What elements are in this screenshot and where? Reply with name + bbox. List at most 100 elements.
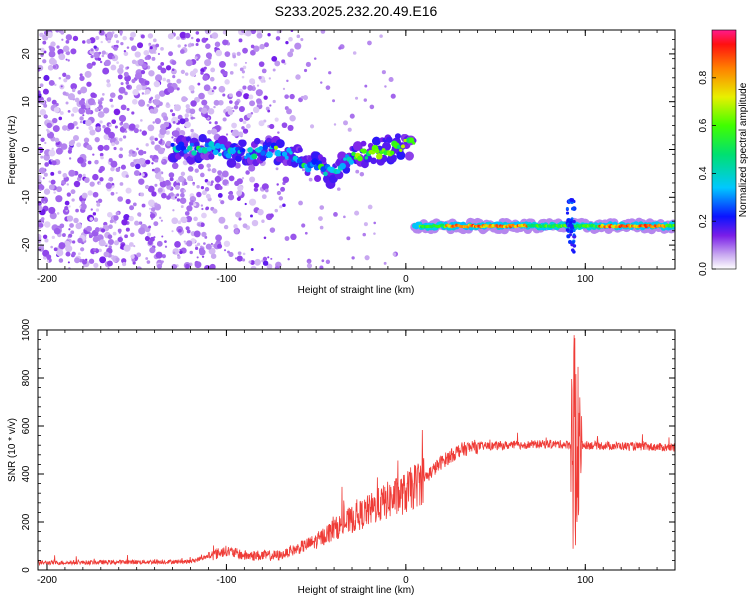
noise-point [151,168,155,172]
noise-point [274,117,279,122]
noise-point [76,142,82,148]
noise-point [190,128,194,133]
noise-point [176,193,180,197]
noise-point [355,96,359,100]
noise-point [265,106,270,111]
noise-point [94,107,99,113]
noise-point [126,66,130,69]
main-trace-point [339,162,346,170]
noise-point [111,45,115,49]
main-trace-point [386,136,393,144]
noise-point [91,61,96,66]
noise-point [239,117,244,123]
noise-point [228,108,231,112]
noise-point [289,93,295,100]
noise-point [76,126,79,130]
noise-point [277,131,280,134]
noise-point [195,31,200,35]
noise-point [96,126,100,130]
noise-point [131,111,135,115]
noise-point [180,205,184,209]
noise-point [61,38,64,41]
noise-point [145,143,149,147]
noise-point [189,114,193,117]
noise-point [136,42,144,49]
noise-point [58,53,66,61]
noise-point [64,205,69,211]
noise-point [123,51,129,57]
noise-point [363,222,368,227]
noise-point [237,185,244,192]
noise-point [89,129,96,136]
noise-point [118,231,121,234]
noise-point [234,257,238,260]
main-trace-point [251,153,258,160]
noise-point [88,125,94,131]
noise-point [263,95,268,100]
main-trace-point [275,139,285,149]
noise-point [147,185,155,193]
noise-point [242,252,246,256]
noise-point [99,177,104,182]
noise-point [177,255,181,260]
colorbar-label: Normalized spectral amplitude [738,82,749,217]
noise-point [212,208,218,214]
noise-point [237,131,244,137]
noise-point [163,115,169,121]
noise-point [79,75,85,82]
noise-point [384,85,387,88]
noise-point [40,217,45,221]
noise-point [38,178,42,185]
main-trace-point [187,145,193,151]
noise-point [256,98,262,104]
noise-point [236,51,241,56]
main-trace-point [404,151,414,161]
noise-point [219,199,222,202]
main-trace-point [320,156,327,163]
noise-point [185,59,193,67]
noise-point [168,51,174,57]
noise-point [40,47,45,53]
noise-point [184,113,190,118]
main-trace-point [259,154,267,162]
noise-point [143,49,150,56]
noise-point [79,73,83,77]
noise-point [56,45,60,49]
noise-point [160,62,165,66]
noise-point [242,85,247,90]
noise-point [62,72,67,77]
noise-point [205,243,212,250]
noise-point [267,256,270,259]
noise-point [193,230,201,238]
colorbar-tick-label: 0.0 [698,262,709,276]
spectrogram-heatmap [38,30,675,269]
noise-point [100,228,106,233]
noise-point [92,236,99,243]
noise-point [227,194,235,201]
noise-point [125,81,130,85]
noise-point [149,136,154,141]
noise-point [152,121,156,124]
noise-point [307,260,311,264]
noise-point [111,142,116,147]
disturbance-point [568,233,572,237]
main-trace-point [201,147,209,154]
noise-point [296,34,301,39]
noise-point [250,265,257,269]
noise-point [274,265,280,269]
noise-point [51,147,54,150]
disturbance-point [570,248,575,252]
noise-point [245,170,250,175]
noise-point [88,234,93,239]
noise-point [56,186,63,193]
noise-point [113,146,117,151]
noise-point [222,39,229,46]
noise-point [149,46,153,50]
noise-point [287,51,294,58]
noise-point [171,60,177,66]
noise-point [162,77,167,82]
noise-point [66,215,74,222]
main-trace-point [351,151,356,157]
noise-point [95,35,100,41]
noise-point [211,168,217,174]
